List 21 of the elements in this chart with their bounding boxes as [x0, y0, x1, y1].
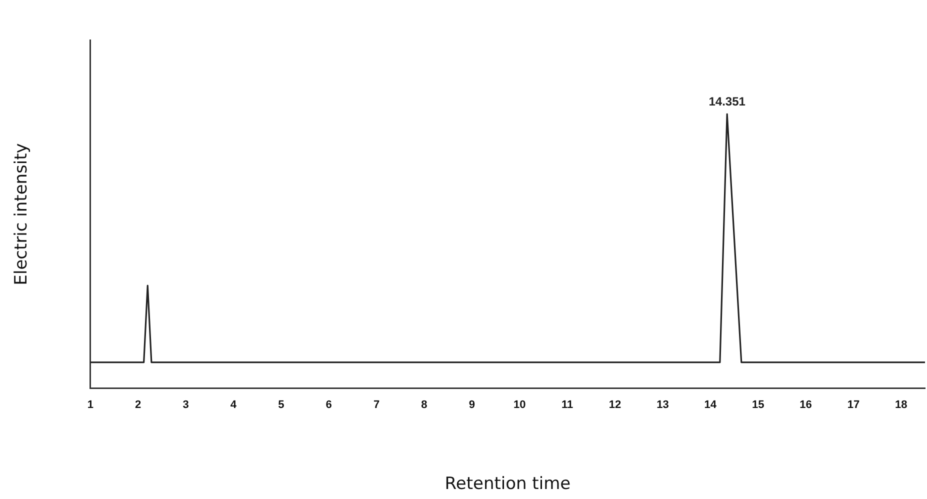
- x-tick-label: 5: [278, 399, 284, 412]
- x-tick-label: 9: [468, 399, 475, 412]
- x-tick-label: 16: [800, 399, 812, 412]
- x-tick-label: 6: [326, 399, 332, 412]
- x-tick-label: 3: [182, 399, 189, 412]
- x-tick-label: 4: [230, 399, 238, 412]
- x-tick-label: 13: [656, 399, 669, 412]
- x-tick-label: 12: [608, 399, 622, 412]
- x-axis-title: Retention time: [444, 474, 571, 494]
- x-tick-label: 1: [87, 399, 94, 412]
- x-tick-label: 17: [847, 399, 860, 412]
- x-tick-label: 18: [895, 399, 908, 412]
- x-tick-label: 10: [514, 399, 526, 412]
- annotation: 14.351: [708, 94, 746, 108]
- x-tick-label: 8: [421, 399, 428, 412]
- y-axis-title: Electric intensity: [12, 143, 32, 286]
- x-tick-label: 14: [704, 399, 718, 412]
- x-tick-label: 11: [561, 399, 574, 412]
- x-tick-label: 7: [373, 399, 380, 412]
- x-tick-label: 15: [752, 399, 764, 412]
- x-tick-label: 2: [135, 399, 142, 412]
